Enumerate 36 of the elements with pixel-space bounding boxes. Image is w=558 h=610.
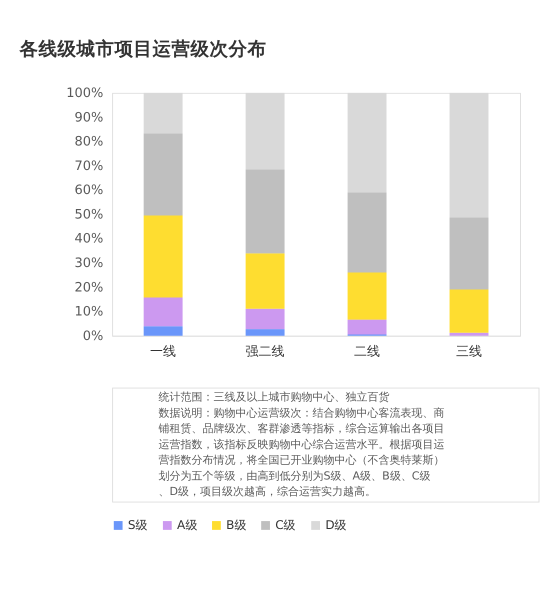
legend-label: B级: [226, 518, 246, 532]
bar: [348, 192, 387, 273]
bar: [246, 308, 285, 330]
bar: [348, 320, 387, 334]
y-tick-label: 40%: [74, 232, 104, 247]
bar: [144, 215, 183, 298]
y-tick-label: 80%: [74, 134, 104, 150]
x-tick-label: 强二线: [246, 344, 285, 360]
x-tick-label: 一线: [150, 344, 176, 360]
chart-title: 各线级城市项目运营级次分布: [18, 38, 266, 60]
x-tick-label: 三线: [456, 344, 482, 360]
y-tick-label: 90%: [74, 110, 104, 126]
text: 统计范围：三线及以上城市购物中心、独立百货: [158, 390, 390, 404]
bar: [450, 217, 488, 290]
bar: [246, 169, 285, 254]
legend-label: A级: [177, 518, 198, 532]
bar: [246, 253, 285, 309]
y-tick-label: 50%: [74, 207, 104, 222]
bar: [144, 326, 183, 336]
y-tick-label: 10%: [74, 304, 104, 320]
legend-label: C级: [275, 518, 296, 532]
y-tick-label: 0%: [82, 328, 104, 344]
legend-label: S级: [128, 518, 148, 532]
y-tick-label: 100%: [66, 86, 104, 102]
bar: [450, 290, 488, 333]
bar: [246, 329, 285, 336]
y-tick-label: 30%: [74, 256, 104, 272]
bar: [144, 133, 183, 216]
y-tick-label: 70%: [74, 158, 104, 174]
y-tick-label: 20%: [74, 280, 104, 296]
bar: [348, 272, 387, 320]
bar: [144, 298, 183, 326]
text: 数据说明：购物中心运营级次：结合购物中心客流表现、商铺租赁、品牌级次、客群渗透等指标，综合运算输出各项目运营指数，该指标反映购物中心综合运营水平。根据项目运营指数分布情况，将全国已开业购物中心（不含奥特莱斯）划分为五个等级，由高到低分别为S级、A级、B级、C级、D级，项目级次越高，综合运营实力越高。: [158, 406, 444, 498]
x-tick-label: 二线: [354, 344, 380, 360]
legend-label: D级: [325, 518, 347, 532]
y-tick-label: 60%: [74, 183, 104, 198]
